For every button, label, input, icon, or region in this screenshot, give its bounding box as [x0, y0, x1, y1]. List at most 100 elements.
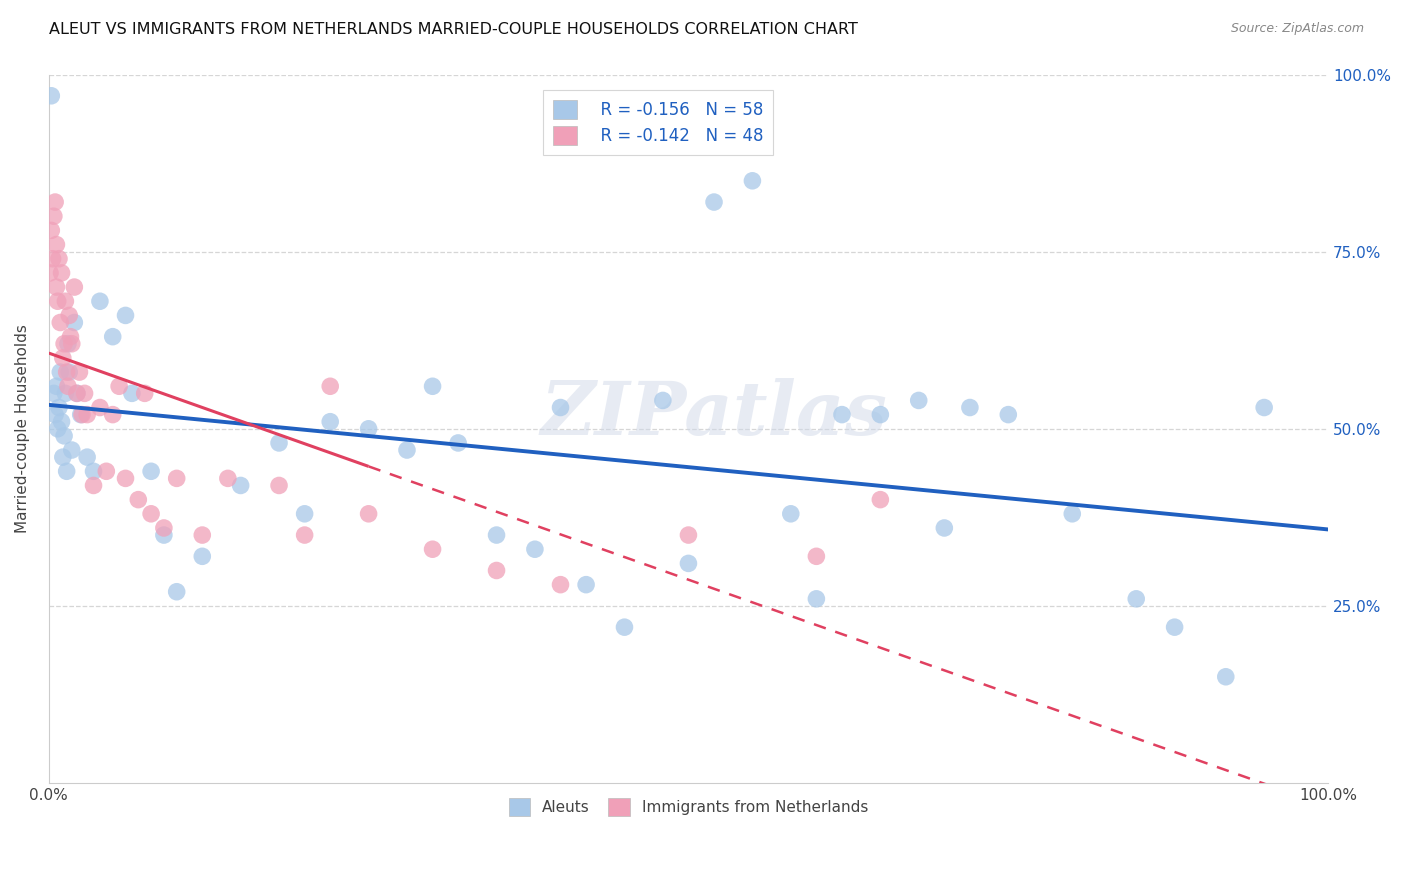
- Point: [153, 521, 176, 535]
- Point: [294, 528, 316, 542]
- Point: [59, 329, 82, 343]
- Point: [166, 471, 188, 485]
- Point: [46, 294, 69, 309]
- Point: [806, 591, 828, 606]
- Point: [48, 401, 70, 415]
- Point: [58, 365, 80, 379]
- Point: [191, 549, 214, 564]
- Point: [53, 429, 76, 443]
- Point: [550, 401, 572, 415]
- Point: [45, 379, 67, 393]
- Point: [70, 408, 93, 422]
- Point: [869, 408, 891, 422]
- Point: [52, 351, 75, 365]
- Point: [613, 620, 636, 634]
- Point: [42, 209, 65, 223]
- Point: [96, 464, 118, 478]
- Point: [44, 408, 66, 422]
- Point: [42, 386, 65, 401]
- Point: [49, 316, 72, 330]
- Point: [63, 316, 86, 330]
- Point: [52, 450, 75, 464]
- Point: [447, 436, 470, 450]
- Point: [114, 471, 136, 485]
- Point: [485, 528, 508, 542]
- Point: [319, 415, 342, 429]
- Text: Source: ZipAtlas.com: Source: ZipAtlas.com: [1230, 22, 1364, 36]
- Point: [134, 386, 156, 401]
- Point: [39, 266, 62, 280]
- Point: [45, 237, 67, 252]
- Point: [806, 549, 828, 564]
- Point: [1215, 670, 1237, 684]
- Point: [63, 280, 86, 294]
- Point: [1253, 401, 1275, 415]
- Point: [89, 401, 111, 415]
- Point: [139, 464, 162, 478]
- Point: [127, 492, 149, 507]
- Point: [46, 422, 69, 436]
- Point: [83, 478, 105, 492]
- Point: [41, 252, 63, 266]
- Point: [45, 280, 67, 294]
- Point: [76, 408, 98, 422]
- Point: [76, 450, 98, 464]
- Point: [121, 386, 143, 401]
- Point: [678, 557, 700, 571]
- Point: [357, 507, 380, 521]
- Point: [485, 564, 508, 578]
- Point: [73, 386, 96, 401]
- Point: [422, 542, 444, 557]
- Point: [357, 422, 380, 436]
- Point: [44, 195, 66, 210]
- Point: [39, 223, 62, 237]
- Point: [831, 408, 853, 422]
- Point: [575, 577, 598, 591]
- Point: [60, 336, 83, 351]
- Y-axis label: Married-couple Households: Married-couple Households: [15, 325, 30, 533]
- Point: [55, 386, 77, 401]
- Point: [69, 365, 91, 379]
- Point: [395, 443, 418, 458]
- Point: [101, 329, 124, 343]
- Point: [55, 464, 77, 478]
- Point: [153, 528, 176, 542]
- Point: [1163, 620, 1185, 634]
- Point: [49, 365, 72, 379]
- Point: [422, 379, 444, 393]
- Point: [779, 507, 801, 521]
- Point: [267, 436, 290, 450]
- Point: [1125, 591, 1147, 606]
- Point: [907, 393, 929, 408]
- Point: [48, 252, 70, 266]
- Point: [39, 88, 62, 103]
- Point: [55, 365, 77, 379]
- Point: [101, 408, 124, 422]
- Point: [56, 379, 79, 393]
- Point: [523, 542, 546, 557]
- Point: [66, 386, 89, 401]
- Point: [55, 294, 77, 309]
- Point: [89, 294, 111, 309]
- Point: [703, 195, 725, 210]
- Text: ZIPatlas: ZIPatlas: [540, 378, 887, 450]
- Point: [934, 521, 956, 535]
- Point: [51, 415, 73, 429]
- Point: [997, 408, 1019, 422]
- Point: [53, 336, 76, 351]
- Point: [1062, 507, 1084, 521]
- Text: ALEUT VS IMMIGRANTS FROM NETHERLANDS MARRIED-COUPLE HOUSEHOLDS CORRELATION CHART: ALEUT VS IMMIGRANTS FROM NETHERLANDS MAR…: [49, 22, 858, 37]
- Point: [267, 478, 290, 492]
- Point: [869, 492, 891, 507]
- Point: [108, 379, 131, 393]
- Point: [217, 471, 239, 485]
- Point: [56, 336, 79, 351]
- Point: [58, 309, 80, 323]
- Point: [651, 393, 673, 408]
- Point: [550, 577, 572, 591]
- Point: [229, 478, 252, 492]
- Point: [51, 266, 73, 280]
- Point: [66, 386, 89, 401]
- Legend: Aleuts, Immigrants from Netherlands: Aleuts, Immigrants from Netherlands: [499, 789, 877, 825]
- Point: [114, 309, 136, 323]
